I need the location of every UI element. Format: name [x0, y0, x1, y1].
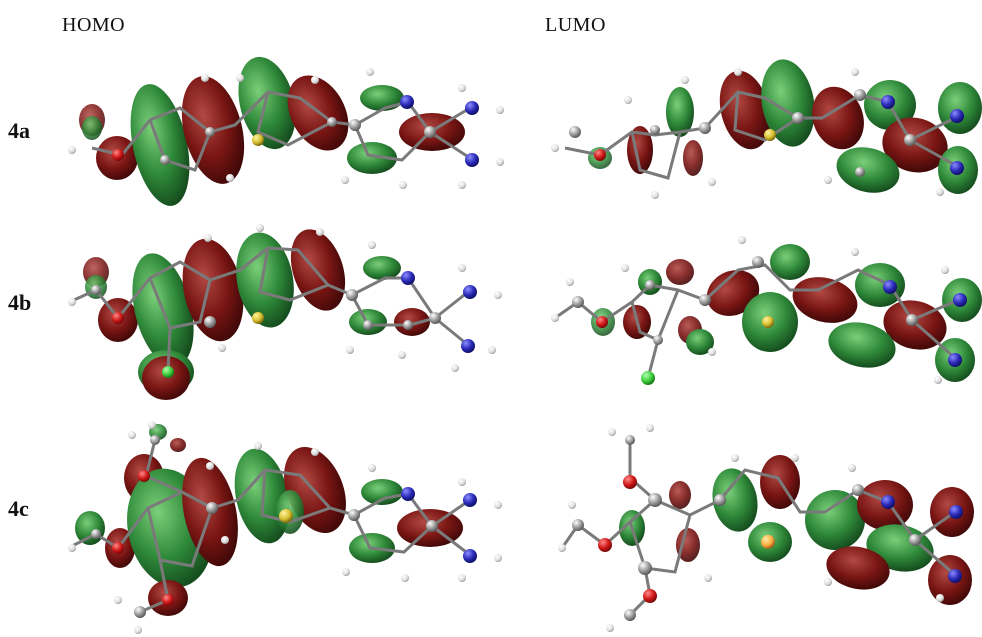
lumo-4a-lobe-10	[836, 147, 900, 193]
lumo-4a-lobe-6	[761, 59, 815, 147]
homo-4b	[68, 224, 502, 400]
row-label-4c: 4c	[8, 496, 29, 521]
homo-4a-nitrogen	[465, 153, 479, 167]
lumo-4b	[551, 236, 982, 385]
homo-4a-nitrogen	[465, 101, 479, 115]
lumo-4a-lobe-9	[882, 117, 948, 173]
homo-4a-lobe-8	[360, 85, 404, 111]
homo-4a-nitrogen	[400, 95, 414, 109]
homo-4a-lobe-6	[238, 56, 296, 150]
homo-4a-sulfur	[252, 134, 264, 146]
lumo-4a	[551, 59, 982, 199]
homo-4a	[68, 56, 504, 206]
homo-column-heading: HOMO	[62, 14, 126, 36]
lumo-4c	[558, 424, 974, 632]
lumo-4a-lobe-11	[938, 82, 982, 134]
lumo-4a-lobe-7	[812, 86, 864, 150]
lumo-column-heading: LUMO	[545, 14, 606, 36]
lumo-4a-lobe-4	[683, 140, 703, 176]
lumo-4a-lobe-5	[719, 70, 771, 150]
homo-4a-oxygen	[112, 149, 124, 161]
homo-4c	[68, 421, 502, 634]
row-label-4a: 4a	[8, 118, 30, 143]
homo-4a-bonds	[91, 90, 471, 172]
row-label-4b: 4b	[8, 290, 32, 315]
homo-4a-lobe-2	[82, 116, 102, 140]
homo-4a-lobe-9	[347, 142, 397, 174]
lumo-4a-lobe-3	[666, 87, 694, 137]
